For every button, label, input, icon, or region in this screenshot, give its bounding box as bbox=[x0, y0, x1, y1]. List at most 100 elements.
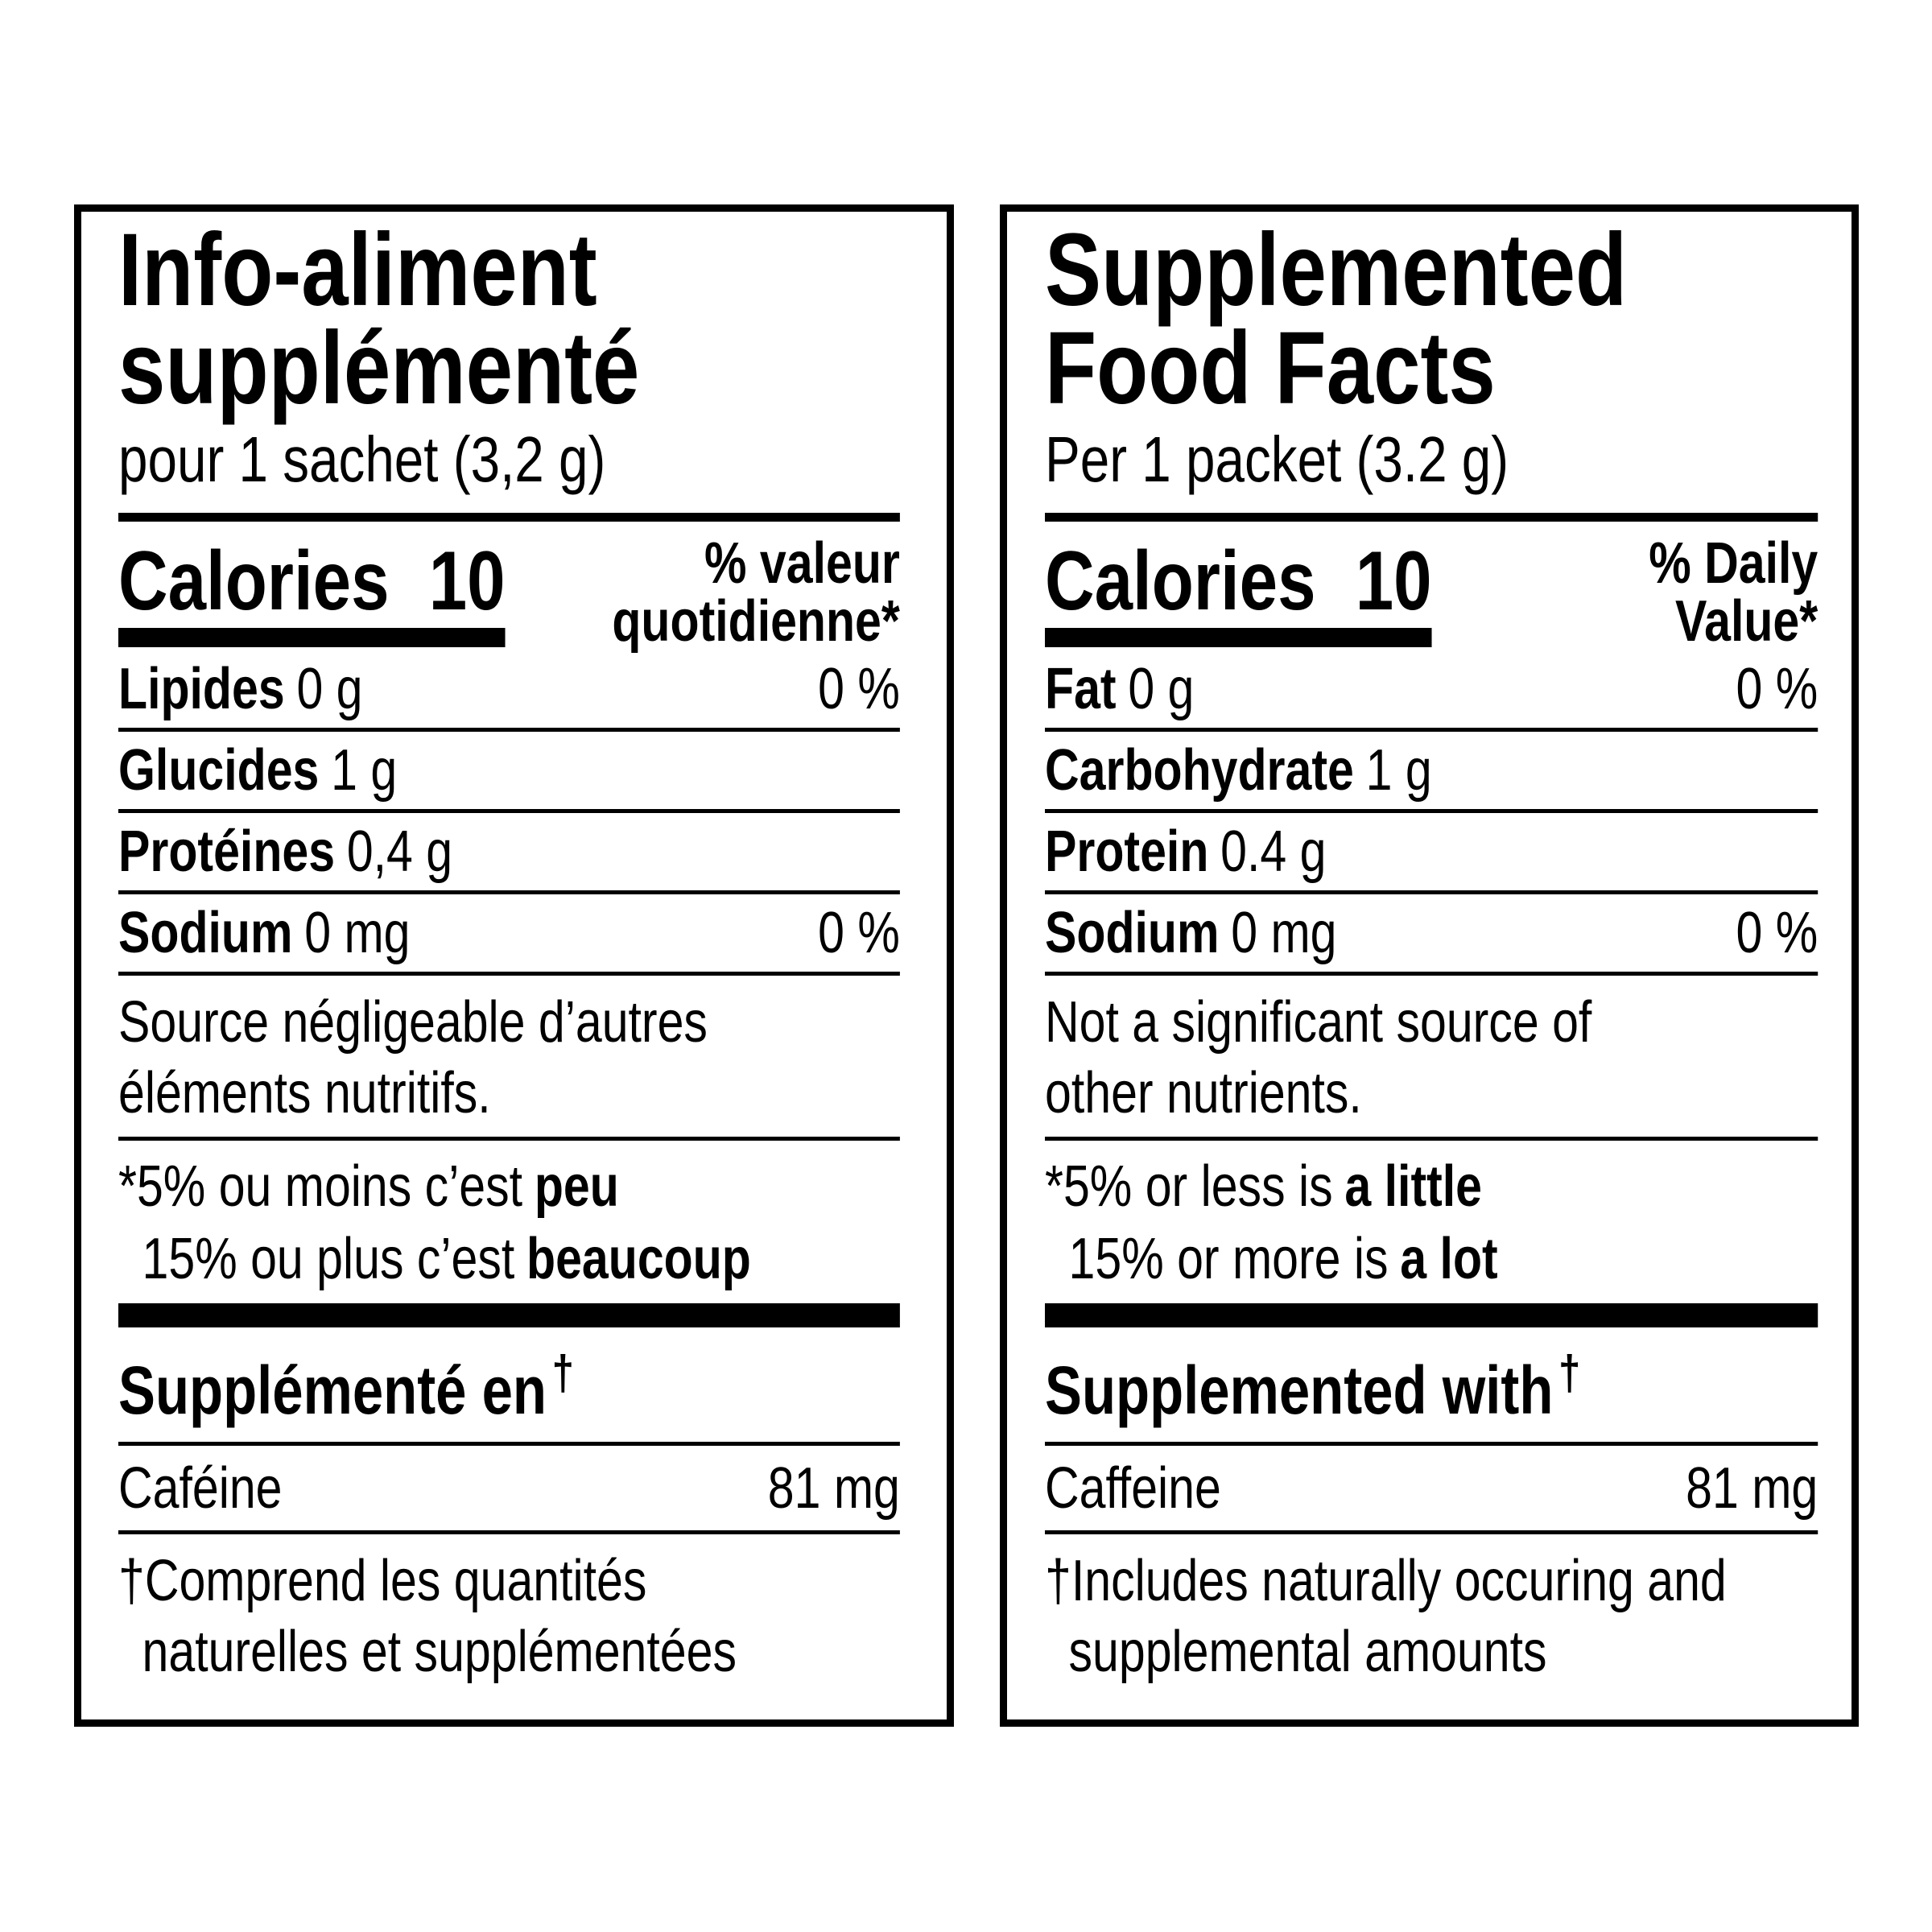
nutrient-row: Protein 0.4 g bbox=[1045, 813, 1818, 894]
header-line: Value* bbox=[1674, 589, 1818, 654]
nutrient-name: Fat bbox=[1045, 657, 1117, 721]
nutrient-row: Protéines 0,4 g bbox=[118, 813, 900, 894]
footnote-line: 15% ou plus c’est beaucoup bbox=[118, 1223, 900, 1295]
footnote-bold: a little bbox=[1344, 1154, 1483, 1219]
nutrient: Lipides 0 g bbox=[118, 656, 363, 722]
footnote-line: *5% ou moins c’est peu bbox=[118, 1150, 900, 1223]
header-line: % Daily bbox=[1649, 531, 1818, 596]
thick-rule bbox=[1045, 513, 1818, 522]
nutrient-name: Protein bbox=[1045, 819, 1209, 884]
title-line: Info-aliment bbox=[118, 213, 597, 328]
nutrient-amount: 0,4 g bbox=[346, 819, 453, 884]
title: Info-aliment supplémenté bbox=[118, 213, 900, 426]
nutrient-amount: 0 g bbox=[296, 657, 363, 721]
supplement-amount: 81 mg bbox=[1686, 1455, 1818, 1521]
dagger-note-line: supplemental amounts bbox=[1068, 1620, 1547, 1684]
nutrient-row: Sodium 0 mg 0 % bbox=[1045, 894, 1818, 976]
title: Supplemented Food Facts bbox=[1045, 213, 1818, 426]
nutrient: Sodium 0 mg bbox=[1045, 900, 1337, 966]
calories-value: 10 bbox=[428, 535, 506, 628]
label-panel: Info-aliment supplémenté pour 1 sachet (3,… bbox=[74, 204, 954, 1727]
footnote: *5% ou moins c’est peu 15% ou plus c’est be… bbox=[118, 1141, 900, 1303]
daily-value: 0 % bbox=[818, 657, 900, 721]
nutrient: Carbohydrate 1 g bbox=[1045, 737, 1432, 803]
title-line: Food Facts bbox=[1045, 311, 1496, 426]
nutrient: Fat 0 g bbox=[1045, 656, 1194, 722]
calories-value: 10 bbox=[1355, 535, 1432, 628]
footnote: *5% or less is a little 15% or more is a lo… bbox=[1045, 1141, 1818, 1303]
dagger-note: †Includes naturally occuring and suppleme… bbox=[1045, 1534, 1818, 1687]
note: Source négligeable d’autres éléments nutr… bbox=[118, 976, 900, 1141]
nutrient-amount: 0 g bbox=[1128, 657, 1195, 721]
serving-size: Per 1 packet (3.2 g) bbox=[1045, 423, 1509, 495]
serving-size: pour 1 sachet (3,2 g) bbox=[118, 423, 606, 495]
nutrient: Sodium 0 mg bbox=[118, 900, 411, 966]
footnote-line: 15% or more is a lot bbox=[1045, 1223, 1818, 1295]
note: Not a significant source of other nutrien… bbox=[1045, 976, 1818, 1141]
panel-content: Supplemented Food Facts Per 1 packet (3.2 … bbox=[1045, 213, 1818, 1687]
nutrient-name: Lipides bbox=[118, 657, 285, 721]
footnote-line: *5% or less is a little bbox=[1045, 1150, 1818, 1223]
daily-value-header: % Daily Value* bbox=[1649, 535, 1818, 650]
calories-row: Calories 10% valeur quotidienne* bbox=[118, 522, 900, 650]
header-text: Supplémenté en bbox=[118, 1352, 547, 1428]
nutrient-row: Lipides 0 g 0 % bbox=[118, 650, 900, 732]
dagger: † bbox=[551, 1346, 574, 1400]
nutrient-amount: 1 g bbox=[1365, 738, 1432, 803]
supplement-row: Caffeine 81 mg bbox=[1045, 1446, 1818, 1534]
note-line: Source négligeable d’autres bbox=[118, 990, 708, 1055]
header-line: quotidienne* bbox=[612, 589, 900, 654]
nutrient-name: Carbohydrate bbox=[1045, 738, 1354, 803]
calories: Calories 10 bbox=[118, 539, 506, 647]
supplement-name: Caféine bbox=[118, 1455, 283, 1521]
nutrient-name: Protéines bbox=[118, 819, 336, 884]
dagger-note-line: †Includes naturally occuring and bbox=[1045, 1549, 1727, 1613]
calories-row: Calories 10% Daily Value* bbox=[1045, 522, 1818, 650]
nutrient-row: Fat 0 g 0 % bbox=[1045, 650, 1818, 732]
nutrient-row: Carbohydrate 1 g bbox=[1045, 732, 1818, 813]
label-panel: Supplemented Food Facts Per 1 packet (3.2 … bbox=[1000, 204, 1859, 1727]
supplement-header: Supplémenté en † bbox=[118, 1327, 900, 1446]
nutrient-name: Sodium bbox=[1045, 901, 1220, 965]
nutrient: Protéines 0,4 g bbox=[118, 819, 452, 885]
nutrient-amount: 0.4 g bbox=[1220, 819, 1327, 884]
thick-rule bbox=[118, 513, 900, 522]
footnote-text: 15% ou plus c’est bbox=[142, 1227, 515, 1291]
thick-bar bbox=[1045, 1303, 1818, 1327]
supplement-amount: 81 mg bbox=[767, 1455, 900, 1521]
footnote-text: *5% or less is bbox=[1045, 1154, 1333, 1219]
header-text: Supplemented with bbox=[1045, 1352, 1554, 1428]
nutrient: Protein 0.4 g bbox=[1045, 819, 1326, 885]
supplement-name: Caffeine bbox=[1045, 1455, 1221, 1521]
footnote-text: *5% ou moins c’est bbox=[118, 1154, 523, 1219]
daily-value: 0 % bbox=[1736, 901, 1818, 965]
note-line: other nutrients. bbox=[1045, 1061, 1362, 1125]
title-line: supplémenté bbox=[118, 311, 640, 426]
nutrient-row: Glucides 1 g bbox=[118, 732, 900, 813]
supplement-header: Supplemented with † bbox=[1045, 1327, 1818, 1446]
note-line: éléments nutritifs. bbox=[118, 1061, 491, 1125]
nutrient-row: Sodium 0 mg 0 % bbox=[118, 894, 900, 976]
header-line: % valeur bbox=[704, 531, 900, 596]
daily-value: 0 % bbox=[1736, 657, 1818, 721]
panel-content: Info-aliment supplémenté pour 1 sachet (3,… bbox=[118, 213, 900, 1687]
nutrient-amount: 1 g bbox=[331, 738, 398, 803]
nutrient-name: Sodium bbox=[118, 901, 293, 965]
calories-label: Calories bbox=[1045, 535, 1316, 628]
supplement-row: Caféine 81 mg bbox=[118, 1446, 900, 1534]
dagger: † bbox=[1558, 1346, 1581, 1400]
dagger-note-line: naturelles et supplémentées bbox=[142, 1620, 737, 1684]
note-line: Not a significant source of bbox=[1045, 990, 1592, 1055]
nutrient-amount: 0 mg bbox=[1231, 901, 1337, 965]
calories: Calories 10 bbox=[1045, 539, 1432, 647]
calories-label: Calories bbox=[118, 535, 390, 628]
footnote-text: 15% or more is bbox=[1068, 1227, 1389, 1291]
nutrient: Glucides 1 g bbox=[118, 737, 397, 803]
thick-bar bbox=[118, 1303, 900, 1327]
nutrient-amount: 0 mg bbox=[304, 901, 411, 965]
nutrient-name: Glucides bbox=[118, 738, 320, 803]
dagger-note-line: †Comprend les quantités bbox=[118, 1549, 647, 1613]
title-line: Supplemented bbox=[1045, 213, 1628, 328]
daily-value: 0 % bbox=[818, 901, 900, 965]
